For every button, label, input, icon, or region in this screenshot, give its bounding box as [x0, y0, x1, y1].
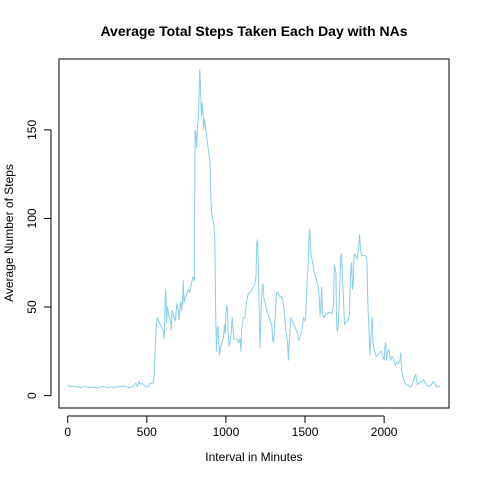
x-tick-label: 500 — [137, 425, 157, 439]
series-line — [68, 70, 441, 388]
x-tick-label: 2000 — [371, 425, 398, 439]
y-axis-label: Average Number of Steps — [2, 164, 16, 302]
plot-frame — [59, 59, 449, 408]
x-axis-label: Interval in Minutes — [205, 450, 302, 464]
series-layer — [68, 70, 441, 388]
x-tick-label: 1000 — [213, 425, 240, 439]
x-tick-label: 1500 — [292, 425, 319, 439]
y-tick-label: 100 — [25, 208, 39, 228]
y-tick-label: 0 — [25, 392, 39, 399]
y-tick-label: 50 — [25, 300, 39, 314]
x-tick-label: 0 — [64, 425, 71, 439]
chart-title: Average Total Steps Taken Each Day with … — [100, 23, 407, 39]
y-axis-ticks: 0 50 100 150 — [25, 120, 51, 399]
x-axis-ticks: 0 500 1000 1500 2000 — [64, 416, 397, 439]
y-tick-label: 150 — [25, 120, 39, 140]
